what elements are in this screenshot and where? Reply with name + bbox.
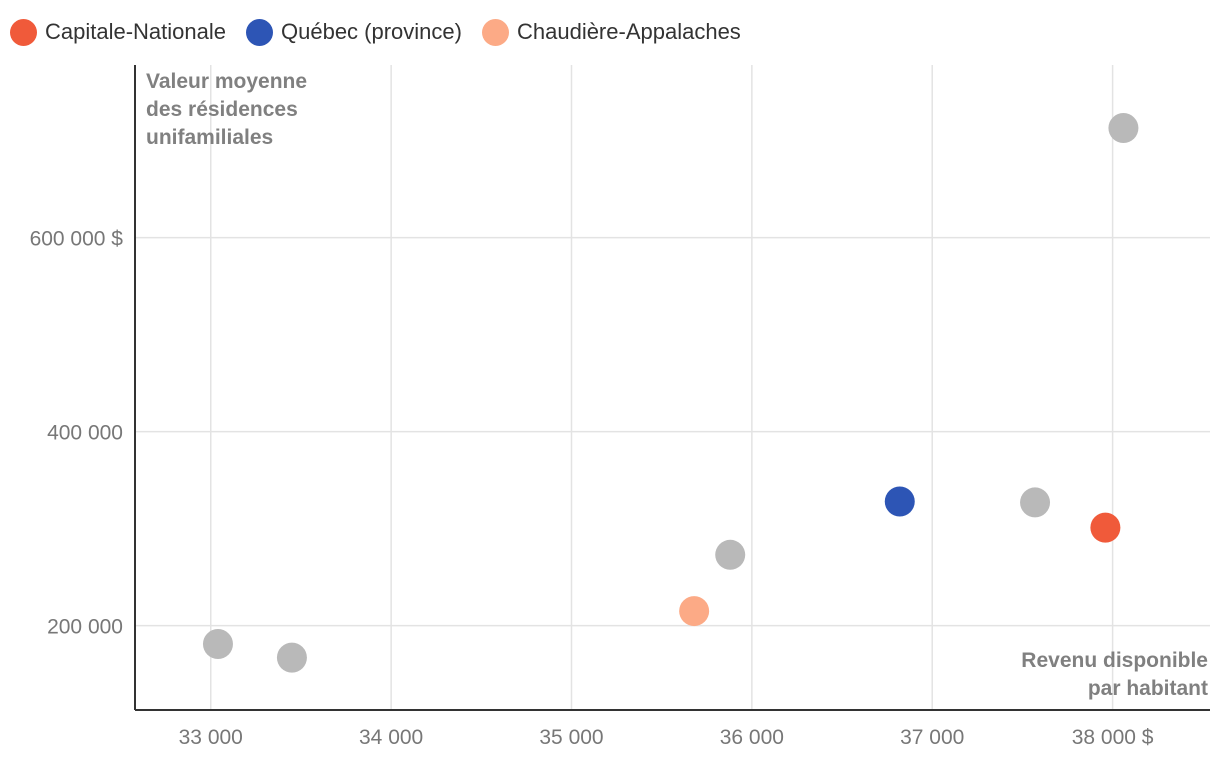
x-tick-label: 38 000 $ [1072, 726, 1154, 749]
y-axis-title-line: Valeur moyenne [146, 70, 307, 93]
data-point-chaudiere-appalaches [679, 596, 710, 627]
legend-item-chaudiere-appalaches[interactable]: Chaudière-Appalaches [481, 18, 741, 46]
x-tick-label: 37 000 [900, 726, 964, 749]
x-axis-title: Revenu disponible par habitant [1021, 649, 1208, 700]
legend-label-quebec-province: Québec (province) [281, 19, 462, 44]
data-point-other [715, 539, 746, 570]
y-axis-title-line: des résidences [146, 98, 298, 121]
tick-labels: 33 000 34 000 35 000 36 000 37 000 38 000 $ 20… [30, 228, 1154, 749]
x-tick-label: 34 000 [359, 726, 423, 749]
y-tick-label: 400 000 [47, 422, 123, 445]
chart-legend: Capitale-Nationale Québec (province) Cha… [10, 14, 741, 50]
axis-titles: Valeur moyenne des résidences unifamiliale… [146, 70, 1208, 700]
legend-label-chaudiere-appalaches: Chaudière-Appalaches [516, 19, 741, 44]
x-axis-title-line: Revenu disponible [1021, 649, 1208, 672]
data-point-other [1020, 487, 1051, 518]
legend-swatch-quebec-province [246, 18, 273, 46]
y-tick-label: 600 000 $ [30, 228, 124, 251]
x-tick-label: 33 000 [179, 726, 243, 749]
data-point-other [276, 642, 307, 673]
data-point-capitale-nationale [1090, 512, 1121, 543]
axes [134, 65, 1210, 711]
legend-item-quebec-province[interactable]: Québec (province) [246, 18, 462, 46]
grid-lines [135, 65, 1210, 710]
y-axis-title: Valeur moyenne des résidences unifamiliale… [146, 70, 307, 149]
data-point-quebec-province [884, 486, 915, 517]
data-point-other [1108, 113, 1139, 144]
legend-item-capitale-nationale[interactable]: Capitale-Nationale [10, 18, 226, 46]
data-point-other [202, 629, 233, 660]
legend-swatch-capitale-nationale [10, 18, 37, 46]
y-axis-title-line: unifamiliales [146, 126, 273, 149]
y-tick-label: 200 000 [47, 616, 123, 639]
x-tick-label: 35 000 [539, 726, 603, 749]
legend-label-capitale-nationale: Capitale-Nationale [45, 19, 226, 44]
x-tick-label: 36 000 [720, 726, 784, 749]
legend-swatch-chaudiere-appalaches [481, 18, 509, 46]
x-axis-title-line: par habitant [1088, 677, 1208, 700]
data-points [202, 113, 1139, 673]
